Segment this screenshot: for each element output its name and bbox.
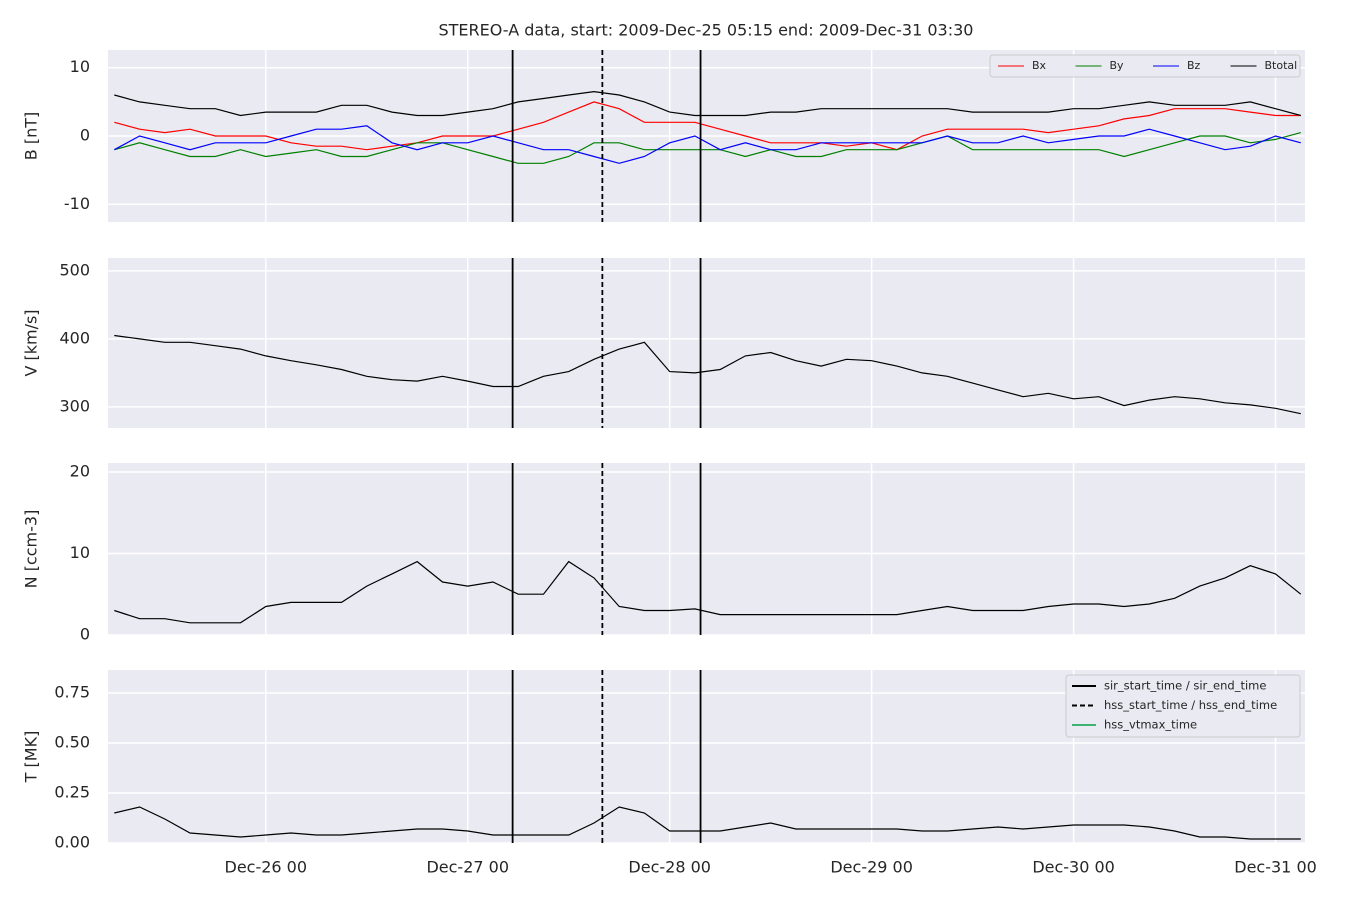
y-tick-label: 20 xyxy=(70,461,90,480)
legend-box xyxy=(1065,674,1301,738)
legend-label: By xyxy=(1110,59,1125,72)
x-tick-label: Dec-28 00 xyxy=(628,858,711,877)
plot-background xyxy=(108,258,1305,428)
y-tick-label: 0.75 xyxy=(54,683,90,702)
y-tick-label: 0 xyxy=(80,625,90,644)
legend-label: hss_start_time / hss_end_time xyxy=(1104,698,1277,712)
y-tick-label: 0.25 xyxy=(54,783,90,802)
x-tick-label: Dec-30 00 xyxy=(1032,858,1115,877)
legend-label: Btotal xyxy=(1265,59,1298,72)
chart-title: STEREO-A data, start: 2009-Dec-25 05:15 … xyxy=(439,21,974,40)
series-line xyxy=(114,90,1301,117)
series-line xyxy=(114,132,1301,164)
y-axis-label: V [km/s] xyxy=(22,309,41,376)
legend-label: hss_vtmax_time xyxy=(1104,718,1197,732)
x-tick-label: Dec-26 00 xyxy=(225,858,308,877)
y-tick-label: 300 xyxy=(59,396,90,415)
series-line xyxy=(114,101,1301,151)
y-tick-label: 10 xyxy=(70,57,90,76)
x-tick-label: Dec-27 00 xyxy=(426,858,509,877)
y-tick-label: 500 xyxy=(59,260,90,279)
series-line xyxy=(114,334,1301,415)
y-axis-label: B [nT] xyxy=(22,112,41,160)
y-tick-label: -10 xyxy=(64,194,90,213)
y-tick-label: 0.50 xyxy=(54,733,90,752)
y-tick-label: 0.00 xyxy=(54,833,90,852)
y-tick-label: 10 xyxy=(70,543,90,562)
x-tick-label: Dec-31 00 xyxy=(1234,858,1317,877)
series-line xyxy=(114,125,1301,164)
y-tick-label: 400 xyxy=(59,328,90,347)
legend-label: Bz xyxy=(1187,59,1201,72)
y-axis-label: N [ccm-3] xyxy=(22,510,41,589)
legend-label: sir_start_time / sir_end_time xyxy=(1104,679,1266,693)
legend-box xyxy=(989,54,1301,78)
legend-label: Bx xyxy=(1032,59,1047,72)
series-line xyxy=(114,560,1302,624)
y-tick-label: 0 xyxy=(80,126,90,145)
plot-background xyxy=(108,463,1305,635)
y-axis-label: T [MK] xyxy=(22,731,41,784)
x-tick-label: Dec-29 00 xyxy=(830,858,913,877)
series-line xyxy=(114,806,1301,840)
